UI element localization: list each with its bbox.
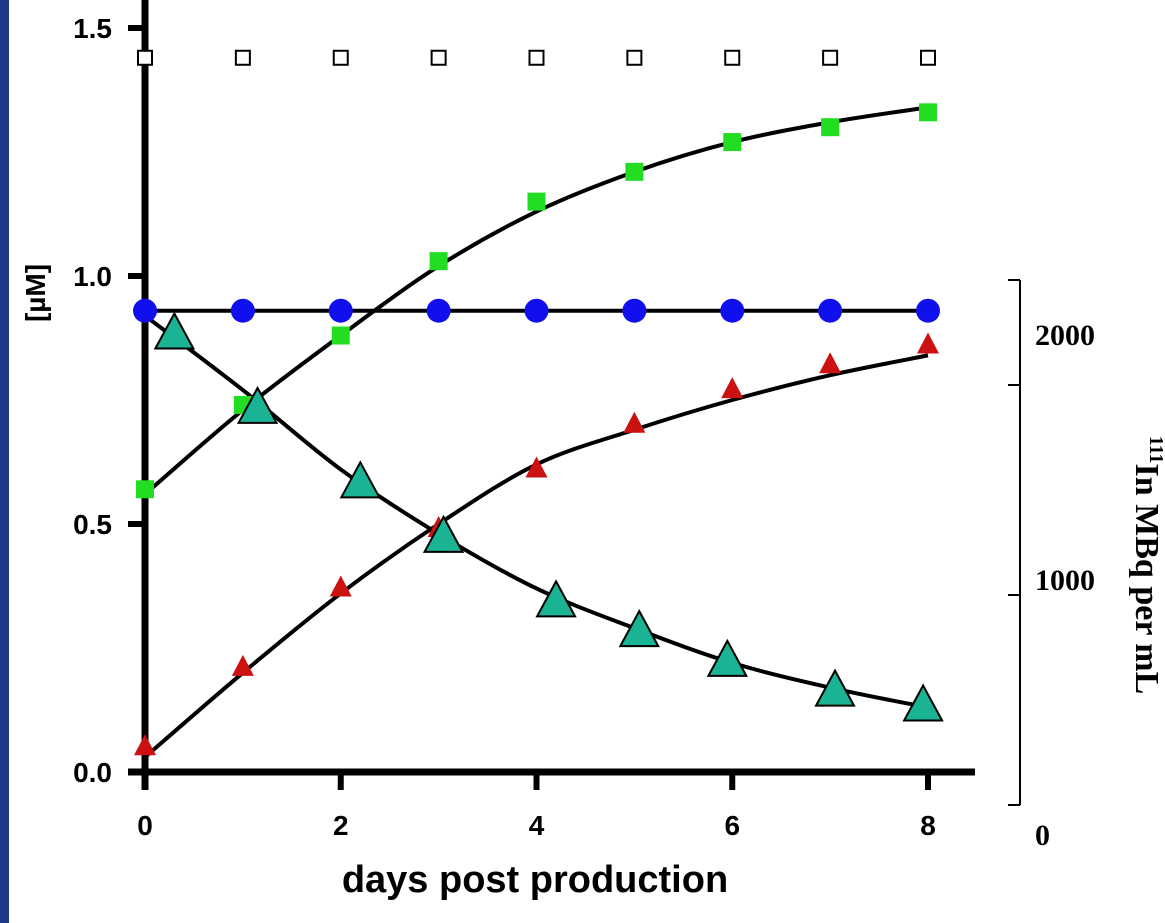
series-5-point [618,609,660,648]
series-1-point [528,49,545,66]
x-axis-label: days post production [342,859,728,901]
fit-curve-4 [143,314,929,710]
series-5-point [339,460,382,499]
data-marks [133,49,944,756]
series-4-point [525,456,548,478]
y2-tick-label: 0 [1035,819,1050,852]
y-tick-label: 1.0 [73,261,112,292]
series-2-point [331,326,350,345]
x-tick-label: 6 [724,810,740,841]
series-5-point [814,668,856,707]
series-2-point [723,133,742,152]
series-3-point [818,298,843,323]
series-1-point [822,49,839,66]
series-5-point [535,579,577,618]
series-1-point [724,49,741,66]
series-4-point [134,734,156,756]
y2-axis-label-main: In MBq per mL [1128,464,1165,695]
series-5-point [422,514,465,553]
series-4-point [721,377,744,399]
series-1-point [332,49,349,66]
series-3-point [622,298,647,323]
y2-axis-label: 111In MBq per mL [1128,436,1165,695]
series-5-point [706,638,749,677]
y-tick-label: 0.0 [73,757,112,788]
series-2-point [919,103,937,122]
series-3-point [230,298,255,323]
left-edge-stripe [0,0,9,923]
series-2-point [429,252,448,271]
axes [128,0,1021,806]
series-2-point [527,192,546,211]
x-tick-label: 2 [333,810,349,841]
series-1-point [234,49,251,66]
series-4-point [819,352,842,374]
series-3-point [916,298,940,323]
y-axis-label: [µM] [20,264,51,322]
y2-tick-label: 1000 [1035,564,1095,597]
y2-tick-label: 2000 [1035,319,1095,352]
series-3-point [524,298,549,323]
y-tick-label: 0.5 [73,509,112,540]
series-2-point [625,162,644,181]
series-4-point [623,411,646,433]
series-4-point [329,575,352,597]
series-1-point [920,49,936,66]
series-1-point [137,49,153,66]
series-5-point [902,683,944,722]
series-3-point [133,298,157,323]
tick-labels: 0.0 0.5 1.0 1.5 0 2 4 6 8 0 1000 2000 [73,13,1095,852]
series-2-point [136,480,154,499]
x-tick-label: 4 [529,810,545,841]
series-5-point [153,311,196,350]
x-tick-label: 8 [920,810,936,841]
series-1-point [430,49,447,66]
series-4-point [231,654,254,676]
x-tick-label: 0 [137,810,153,841]
series-3-point [720,298,745,323]
y-tick-label: 1.5 [73,13,112,44]
series-5-point [236,385,279,424]
series-2-point [821,118,840,137]
y2-axis-label-superscript: 111 [1145,436,1165,464]
series-3-point [328,298,353,323]
series-3-point [426,298,451,323]
series-1-point [626,49,643,66]
series-4-point [917,332,939,354]
